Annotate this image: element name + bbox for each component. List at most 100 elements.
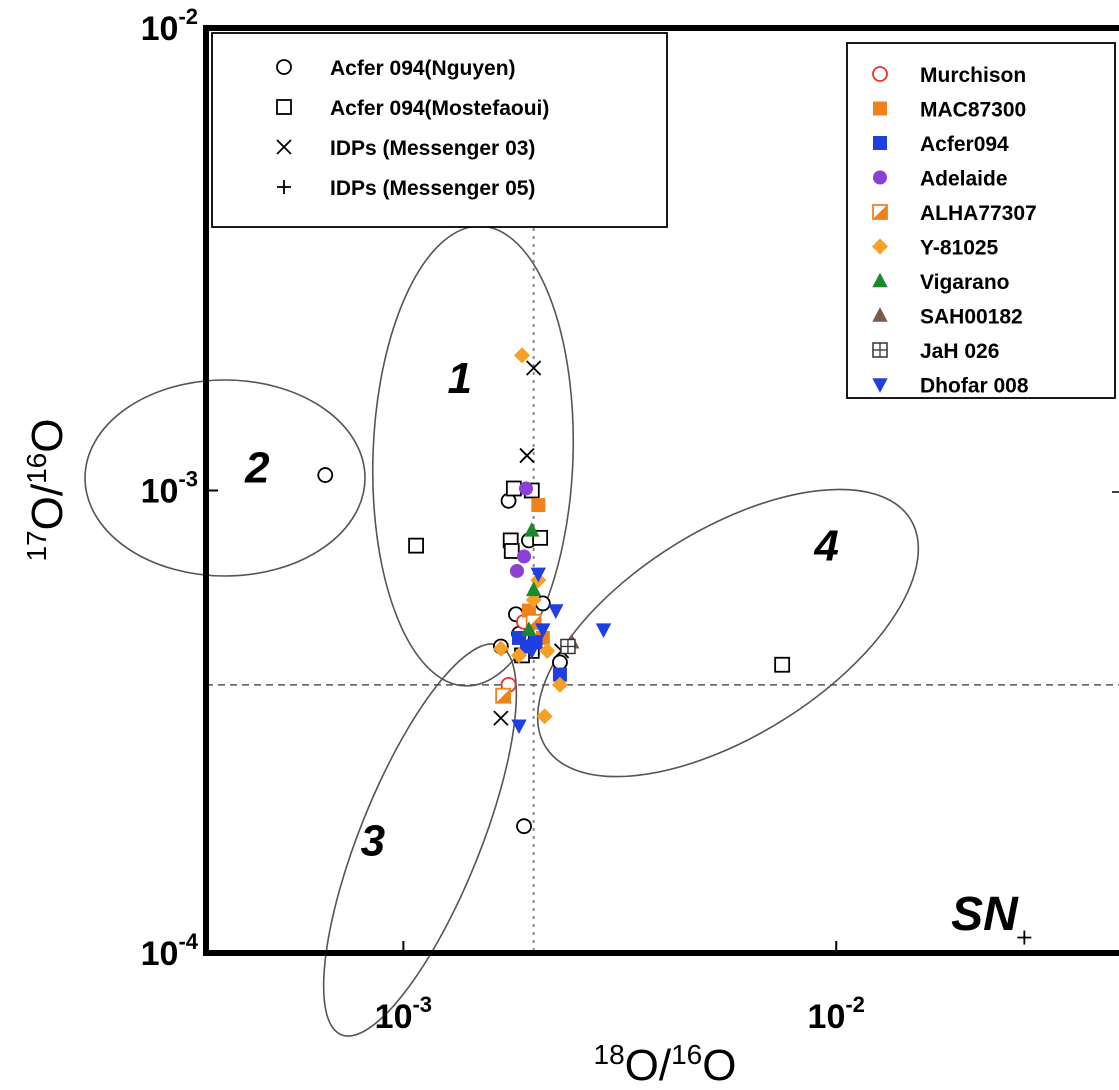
- legend-label: JaH 026: [920, 340, 999, 363]
- data-point: [531, 498, 546, 513]
- data-point: [521, 621, 537, 637]
- data-points: [317, 347, 1032, 945]
- legend-entry-sah00182: SAH00182: [872, 306, 1023, 329]
- legend-label: IDPs (Messenger 03): [330, 137, 535, 160]
- legend-entry-alha77307: ALHA77307: [872, 202, 1037, 225]
- legend-marker: [872, 342, 888, 358]
- legend-entry-acfer094: Acfer094: [873, 133, 1009, 156]
- legend-marker: [276, 59, 292, 75]
- data-point: [774, 656, 791, 673]
- region-ellipse-1: [371, 225, 575, 687]
- series-acfer-094-mostefaoui: [408, 480, 791, 673]
- legends: Acfer 094(Nguyen) Acfer 094(Mostefaoui) ID…: [211, 32, 1116, 399]
- region-label-1: 1: [448, 354, 472, 403]
- data-point: [552, 667, 567, 682]
- data-point: [526, 360, 542, 376]
- legend-entry-acfer-094-mostefaoui: Acfer 094(Mostefaoui): [276, 97, 549, 120]
- legend-label: Dhofar 008: [920, 375, 1029, 398]
- data-point: [516, 818, 532, 835]
- legend-entry-mac87300: MAC87300: [873, 99, 1026, 122]
- region-ellipse-2: [84, 379, 366, 577]
- data-point: [548, 604, 564, 619]
- data-point: [525, 581, 542, 597]
- data-point: [551, 676, 568, 693]
- x-tick-label: 10-3: [375, 992, 432, 1036]
- region-ellipse-4: [536, 488, 920, 778]
- data-point: [503, 543, 520, 559]
- y-tick-label: 10-4: [141, 929, 199, 973]
- legend-marker: [873, 136, 887, 150]
- legend-entry-murchison: Murchison: [872, 64, 1026, 87]
- data-point: [495, 687, 512, 704]
- legend-marker: [872, 307, 888, 322]
- y-axis-title: 17O/16O: [21, 419, 72, 562]
- data-point: [518, 481, 533, 496]
- legend-label: Adelaide: [920, 168, 1008, 191]
- legend-marker: [873, 101, 887, 116]
- legend-marker: [872, 66, 888, 82]
- legend-entry-acfer-094-nguyen: Acfer 094(Nguyen): [276, 57, 516, 80]
- legend-marker: [872, 204, 888, 220]
- series-adelaide: [509, 481, 533, 578]
- data-point: [519, 447, 535, 464]
- legend-label: MAC87300: [920, 99, 1026, 122]
- legend-label: Acfer094: [920, 133, 1009, 156]
- legend-entry-idps-messenger-05: IDPs (Messenger 05): [277, 177, 535, 200]
- legend-entry-jah-026: JaH 026: [872, 340, 999, 363]
- legend-label: Murchison: [920, 64, 1026, 87]
- legend-marker: [276, 139, 292, 155]
- series-vigarano: [521, 521, 542, 637]
- annotation-sn: SN: [951, 888, 1019, 941]
- data-point: [317, 467, 334, 483]
- data-point: [493, 710, 509, 726]
- legend-label: Acfer 094(Nguyen): [330, 57, 516, 80]
- data-point: [525, 591, 542, 608]
- data-point: [408, 537, 424, 554]
- data-point: [513, 347, 531, 364]
- legend-marker: [871, 238, 889, 255]
- y-tick-label: 10-3: [141, 467, 198, 511]
- x-tick-label: 10-2: [808, 992, 865, 1036]
- legend-entry-idps-messenger-03: IDPs (Messenger 03): [276, 137, 535, 160]
- series-y-81025: [492, 347, 568, 725]
- data-point: [560, 638, 576, 655]
- series-jah-026: [560, 638, 576, 655]
- legend-label: SAH00182: [920, 306, 1023, 329]
- legend-marker: [872, 378, 888, 393]
- region-label-3: 3: [361, 817, 385, 866]
- axis-titles: 18O/16O 17O/16O: [21, 419, 737, 1090]
- legend-label: ALHA77307: [920, 202, 1037, 225]
- y-tick-label: 10-2: [141, 4, 198, 48]
- region-label-4: 4: [813, 522, 838, 571]
- region-labels: 1 2 3 4 SN: [244, 354, 1019, 941]
- tick-labels: 10-3 10-2 10-4 10-3 10-2: [141, 4, 865, 1036]
- data-point: [1017, 930, 1032, 945]
- legend-marker: [872, 272, 888, 288]
- data-point: [536, 708, 553, 725]
- data-point: [517, 549, 532, 564]
- legend-label: Y-81025: [920, 237, 999, 260]
- data-point: [509, 563, 524, 578]
- data-point: [524, 521, 540, 537]
- series-acfer-094-nguyen: [317, 467, 568, 835]
- data-point: [535, 623, 551, 639]
- legend-marker: [277, 180, 291, 194]
- legend-marker: [873, 170, 887, 185]
- data-point: [492, 640, 509, 657]
- legend-box: [846, 42, 1116, 399]
- legend-entry-dhofar-008: Dhofar 008: [872, 375, 1029, 398]
- legend-label: IDPs (Messenger 05): [330, 177, 535, 200]
- legend-label: Vigarano: [920, 271, 1009, 294]
- x-axis-title: 18O/16O: [594, 1039, 737, 1090]
- legend-entry-y-81025: Y-81025: [871, 237, 999, 260]
- data-point: [530, 567, 547, 583]
- series-dhofar-008: [511, 567, 612, 735]
- data-point: [510, 647, 528, 664]
- data-point: [539, 642, 556, 659]
- data-point: [595, 623, 612, 639]
- region-label-2: 2: [244, 444, 270, 493]
- data-point: [511, 719, 527, 735]
- data-point: [505, 480, 522, 497]
- legend-label: Acfer 094(Mostefaoui): [330, 97, 549, 120]
